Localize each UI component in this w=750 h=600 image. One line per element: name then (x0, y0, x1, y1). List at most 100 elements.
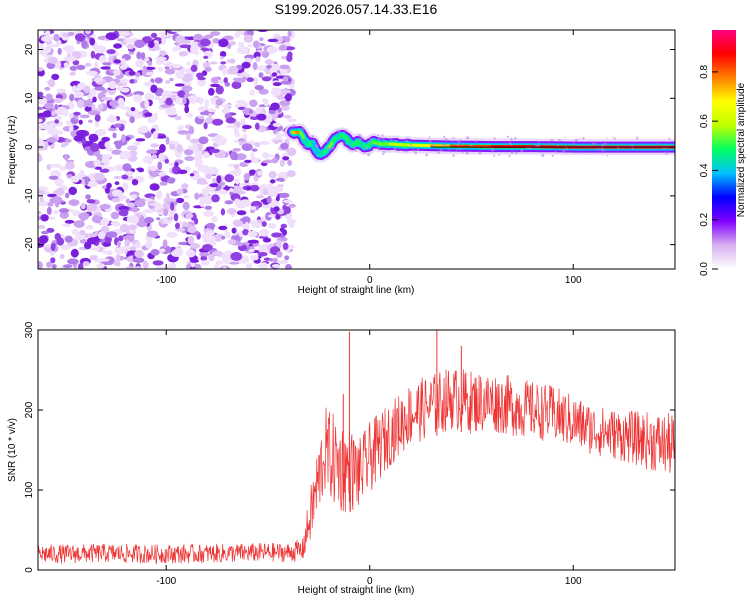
noise-blob (230, 185, 243, 193)
ridge-speckle (367, 140, 371, 144)
noise-blob (280, 104, 290, 111)
noise-blob (79, 114, 90, 119)
noise-blob (62, 45, 75, 52)
noise-blob (212, 250, 224, 257)
noise-blob (198, 97, 203, 105)
noise-blob (170, 202, 175, 211)
ridge-speckle (548, 143, 551, 146)
noise-blob (268, 110, 276, 115)
noise-blob (265, 65, 273, 69)
noise-blob (238, 42, 245, 48)
noise-blob (271, 72, 278, 77)
noise-blob (135, 138, 146, 142)
noise-blob (119, 223, 130, 233)
ridge-speckle (456, 143, 460, 147)
noise-blob (121, 134, 126, 143)
noise-blob (215, 104, 220, 109)
noise-blob (257, 252, 268, 257)
noise-blob (182, 201, 190, 211)
ridge-speckle (428, 136, 431, 138)
noise-blob (269, 258, 273, 262)
noise-blob (288, 221, 296, 228)
noise-blob (38, 186, 49, 191)
noise-blob (184, 156, 195, 162)
noise-blob (164, 66, 170, 70)
noise-blob (234, 198, 240, 205)
noise-blob (153, 112, 158, 121)
noise-blob (72, 210, 81, 217)
noise-blob (204, 34, 214, 39)
noise-blob (238, 183, 248, 187)
noise-blob (96, 263, 105, 269)
noise-blob (259, 141, 271, 145)
noise-blob (242, 133, 248, 140)
noise-blob (243, 173, 251, 181)
noise-blob (224, 174, 235, 183)
noise-blob (256, 113, 267, 121)
noise-blob (280, 142, 289, 150)
ridge-speckle (382, 137, 385, 141)
noise-blob (252, 40, 260, 49)
noise-blob (51, 196, 63, 203)
y-tick-label: -20 (24, 237, 35, 252)
noise-blob (202, 152, 210, 159)
ridge-speckle (664, 147, 667, 150)
noise-blob (262, 154, 274, 158)
noise-blob (287, 30, 292, 37)
noise-blob (182, 222, 190, 228)
noise-blob (280, 223, 287, 229)
noise-blob (158, 152, 165, 161)
noise-blob (257, 170, 263, 176)
ridge-speckle (413, 149, 416, 152)
noise-blob (94, 86, 105, 91)
noise-blob (250, 255, 259, 261)
noise-blob (86, 180, 98, 188)
noise-blob (113, 175, 122, 180)
noise-blob (261, 160, 274, 164)
noise-blob (266, 195, 272, 204)
noise-blob (152, 260, 164, 266)
noise-blob (94, 45, 107, 54)
noise-blob (105, 231, 118, 238)
noise-blob (45, 30, 51, 37)
noise-blob (144, 216, 155, 224)
noise-blob (81, 138, 87, 145)
noise-blob (61, 108, 69, 117)
noise-blob (171, 94, 177, 102)
noise-blob (194, 217, 199, 225)
ridge-speckle (349, 148, 352, 151)
noise-blob (39, 196, 44, 203)
ridge-speckle (326, 147, 330, 151)
noise-blob (179, 39, 191, 44)
noise-blob (199, 111, 210, 116)
noise-blob (210, 76, 220, 84)
noise-blob (156, 190, 163, 200)
noise-blob (94, 247, 100, 251)
noise-blob (222, 106, 230, 115)
spectrogram-ridge (284, 123, 675, 163)
noise-blob (278, 44, 288, 51)
noise-blob (223, 77, 228, 84)
noise-blob (259, 187, 264, 196)
noise-blob (185, 81, 192, 86)
noise-blob (85, 194, 91, 200)
noise-blob (38, 225, 46, 229)
y-tick-label: 100 (24, 481, 35, 498)
ridge-speckle (520, 148, 524, 153)
noise-blob (69, 65, 78, 71)
noise-blob (256, 65, 267, 71)
noise-blob (233, 164, 240, 169)
noise-blob (213, 264, 220, 269)
noise-blob (46, 261, 52, 268)
noise-blob (114, 247, 126, 255)
noise-blob (129, 150, 138, 156)
noise-blob (60, 244, 71, 250)
noise-blob (236, 46, 249, 55)
ridge-speckle (369, 137, 373, 141)
ridge-speckle (600, 147, 604, 151)
noise-blob (86, 233, 98, 238)
noise-blob (76, 64, 86, 70)
noise-blob (284, 93, 292, 102)
noise-blob (51, 73, 60, 81)
ridge-speckle (510, 137, 513, 141)
